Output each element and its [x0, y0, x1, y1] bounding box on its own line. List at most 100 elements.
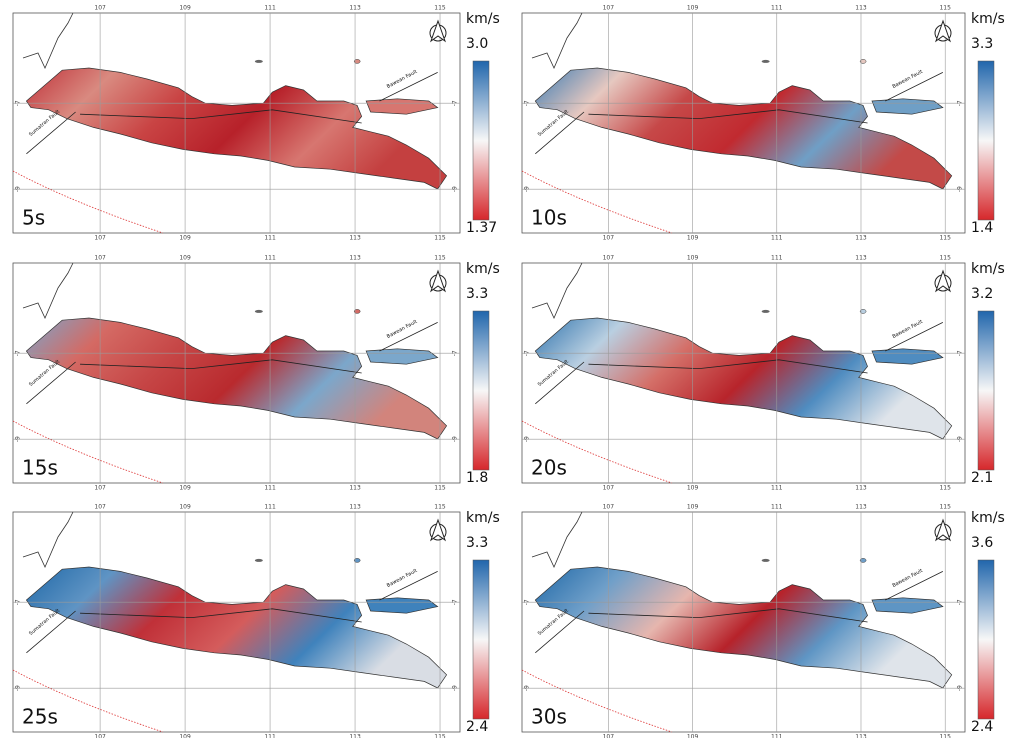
- java-island: [534, 566, 953, 689]
- colorbar: [977, 559, 995, 720]
- lon-tick-label: 115: [939, 485, 951, 492]
- lat-tick-label: -9: [957, 436, 964, 442]
- bawean-fault: [379, 72, 438, 102]
- lon-tick-label: 111: [264, 235, 276, 242]
- colorbar: [472, 60, 490, 221]
- lon-tick-label: 115: [434, 734, 446, 738]
- lat-tick-label: -9: [524, 186, 531, 192]
- colorbar-unit: km/s: [466, 11, 500, 27]
- colorbar-max: 3.3: [971, 36, 993, 52]
- colorbar-unit: km/s: [971, 510, 1005, 526]
- sumatran-fault: [535, 361, 585, 405]
- lon-tick-label: 113: [349, 5, 361, 12]
- colorbar-min: 1.4: [971, 220, 993, 236]
- lat-tick-label: -9: [15, 685, 22, 691]
- lon-tick-label: 107: [603, 485, 615, 492]
- lon-tick-label: 111: [771, 5, 783, 12]
- lat-tick-label: -9: [452, 436, 459, 442]
- lon-tick-label: 113: [349, 255, 361, 262]
- colorbar-unit: km/s: [466, 510, 500, 526]
- colorbar-min: 1.37: [466, 220, 497, 236]
- madura-island: [365, 98, 439, 115]
- lat-tick-label: -7: [524, 350, 531, 356]
- lon-tick-label: 111: [264, 734, 276, 738]
- lat-tick-label: -7: [15, 350, 22, 356]
- colorbar-max: 3.0: [466, 36, 488, 52]
- fault-line: [588, 359, 868, 374]
- colorbar-min: 2.4: [971, 719, 993, 735]
- fault-line: [80, 608, 362, 623]
- lon-tick-label: 109: [687, 255, 699, 262]
- colorbar-unit: km/s: [971, 11, 1005, 27]
- lon-tick-label: 115: [939, 235, 951, 242]
- trench: [12, 669, 164, 733]
- karimunjawa-island: [254, 59, 263, 63]
- lon-tick-label: 109: [687, 235, 699, 242]
- lon-tick-label: 107: [603, 255, 615, 262]
- lon-tick-label: 107: [603, 235, 615, 242]
- lon-tick-label: 111: [771, 734, 783, 738]
- lon-tick-label: 109: [179, 5, 191, 12]
- lon-tick-label: 115: [434, 504, 446, 511]
- fault-line: [588, 608, 868, 623]
- bawean-fault: [885, 72, 944, 102]
- lon-tick-label: 109: [179, 504, 191, 511]
- lon-tick-label: 109: [687, 485, 699, 492]
- karimunjawa-island: [254, 558, 263, 562]
- lon-tick-label: 115: [434, 235, 446, 242]
- sumatran-fault: [535, 111, 585, 155]
- bawean-island: [859, 309, 867, 314]
- sumatra-coast: [22, 262, 74, 319]
- lat-tick-label: -7: [957, 350, 964, 356]
- colorbar-unit: km/s: [971, 261, 1005, 277]
- lat-tick-label: -7: [524, 599, 531, 605]
- lat-tick-label: -9: [957, 186, 964, 192]
- period-label: 30s: [531, 705, 567, 729]
- colorbar-unit: km/s: [466, 261, 500, 277]
- lon-tick-label: 113: [855, 235, 867, 242]
- madura-island: [871, 348, 944, 365]
- colorbar: [472, 559, 490, 720]
- lon-tick-label: 109: [687, 504, 699, 511]
- sumatran-fault: [535, 610, 585, 654]
- lon-tick-label: 111: [264, 485, 276, 492]
- lon-tick-label: 115: [434, 255, 446, 262]
- lat-tick-label: -9: [524, 436, 531, 442]
- bawean-fault: [885, 322, 944, 352]
- bawean-island: [859, 59, 867, 64]
- lon-tick-label: 107: [94, 5, 106, 12]
- lon-tick-label: 113: [855, 5, 867, 12]
- lon-tick-label: 113: [349, 734, 361, 738]
- lon-tick-label: 115: [434, 5, 446, 12]
- bawean-fault: [379, 571, 438, 601]
- bawean-island: [353, 558, 361, 563]
- lon-tick-label: 113: [349, 485, 361, 492]
- lon-tick-label: 113: [855, 255, 867, 262]
- colorbar-max: 3.2: [971, 286, 993, 302]
- lat-tick-label: -7: [15, 100, 22, 106]
- bawean-island: [859, 558, 867, 563]
- lat-tick-label: -9: [15, 436, 22, 442]
- lat-tick-label: -7: [452, 599, 459, 605]
- lon-tick-label: 111: [771, 235, 783, 242]
- lat-tick-label: -7: [452, 350, 459, 356]
- lon-tick-label: 107: [94, 255, 106, 262]
- period-label: 25s: [22, 705, 58, 729]
- bawean-fault: [885, 571, 944, 601]
- lon-tick-label: 109: [687, 734, 699, 738]
- lon-tick-label: 109: [179, 235, 191, 242]
- north-arrow: [430, 269, 446, 293]
- period-label: 20s: [531, 456, 567, 480]
- trench: [521, 170, 673, 234]
- sumatran-fault: [26, 361, 76, 405]
- lon-tick-label: 111: [264, 255, 276, 262]
- lat-tick-label: -9: [452, 186, 459, 192]
- lon-tick-label: 113: [855, 734, 867, 738]
- java-island: [534, 67, 953, 190]
- lon-tick-label: 109: [179, 734, 191, 738]
